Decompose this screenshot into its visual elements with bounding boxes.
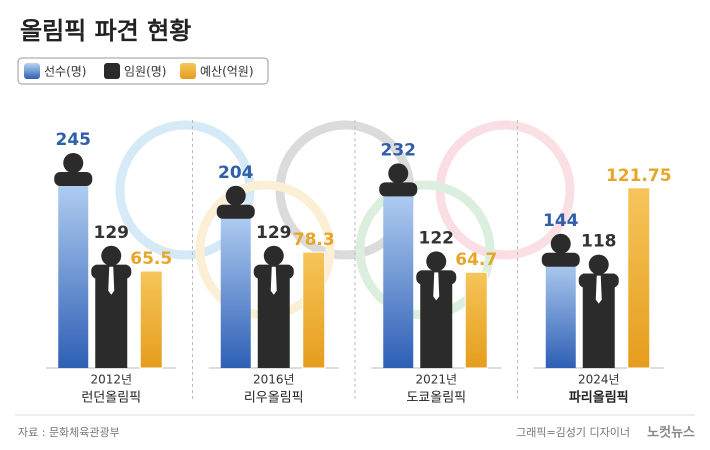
value-label: 204 [218,163,254,183]
value-label: 65.5 [130,249,172,269]
person-head [388,163,409,184]
value-label: 118 [581,232,617,252]
legend-box [17,57,269,85]
x-tick-label: 2024년 [578,373,620,387]
bar [139,270,163,369]
value-label: 129 [256,223,292,243]
value-label: 64.7 [455,250,497,270]
person-head [63,153,84,173]
person-tie [433,272,440,301]
value-label: 245 [56,130,92,150]
person-shoulders [541,252,580,267]
person-tie [270,266,277,295]
bar [545,252,576,368]
source: 자료 : 문화체육관광부 [18,426,120,439]
person-head [263,245,284,266]
bar [58,172,89,368]
olympic-name: 리우올림픽 [244,391,304,406]
olympic-name: 도쿄올림픽 [406,391,466,406]
bar [220,204,251,368]
legend-swatch [24,63,40,79]
bar [383,182,414,368]
olympic-name: 런던올림픽 [81,391,141,406]
x-tick-label: 2016년 [253,373,295,387]
legend-label: 선수(명) [44,65,86,79]
person-shoulders [54,172,93,186]
value-label: 78.3 [293,230,335,250]
bar [464,271,488,369]
x-tick-label: 2012년 [90,373,132,387]
person-tie [108,266,115,295]
person-head [588,254,609,275]
olympic-rings [115,120,575,320]
person-shoulders [379,182,418,197]
chart-title: 올림픽 파견 현황 [20,17,191,45]
value-label: 121.75 [606,166,672,186]
person-head [426,251,447,272]
olympic-name: 파리올림픽 [569,390,629,406]
person-head [225,185,246,206]
value-label: 129 [94,223,130,243]
value-label: 232 [381,140,417,160]
person-shoulders [216,204,255,219]
legend-label: 임원(명) [124,65,166,79]
value-label: 144 [543,211,579,231]
logo: 노컷뉴스 [647,425,695,441]
legend-swatch [104,63,120,79]
bar [302,251,326,369]
person-head [101,245,122,266]
person-head [550,233,571,254]
x-tick-label: 2021년 [415,373,457,387]
legend-swatch [180,63,196,79]
credit: 그래픽=김성기 디자이너 [516,426,630,439]
bar [627,187,651,369]
legend-label: 예산(억원) [200,65,254,79]
person-tie [595,275,602,304]
value-label: 122 [419,228,455,248]
